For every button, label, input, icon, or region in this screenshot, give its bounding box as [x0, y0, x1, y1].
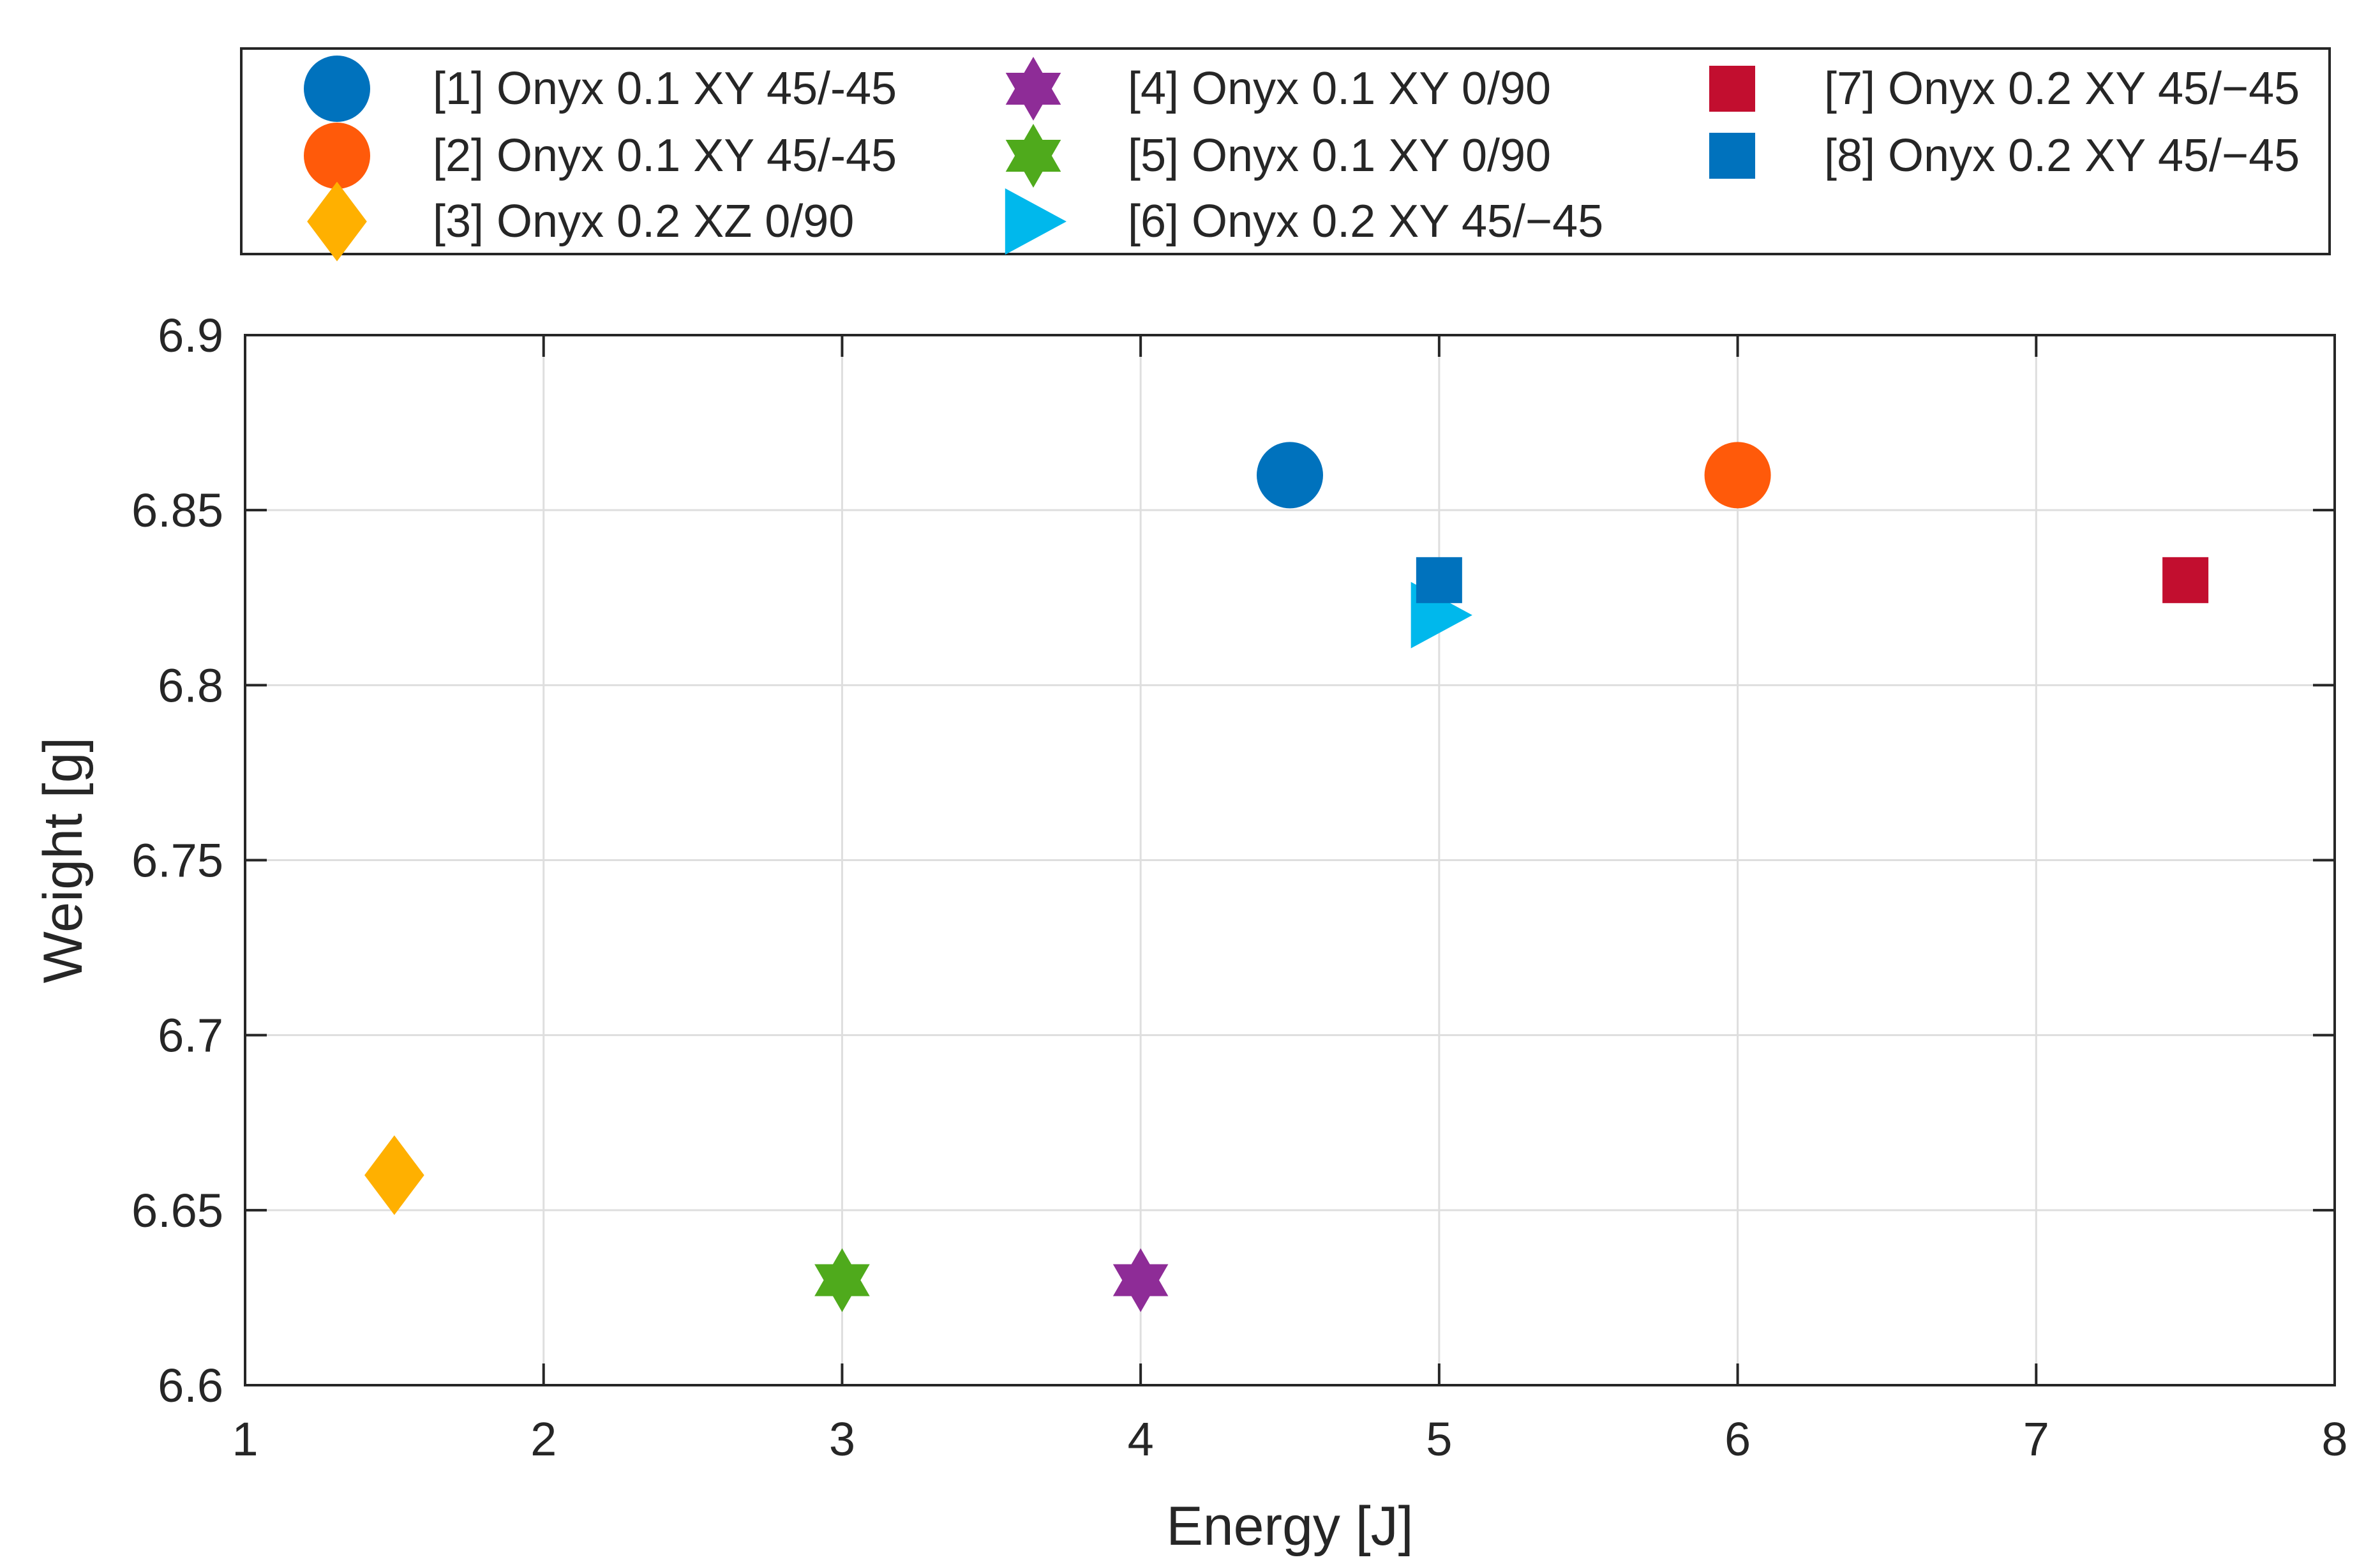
x-tick-label: 4: [1128, 1413, 1154, 1466]
x-tick-label: 3: [829, 1413, 855, 1466]
legend-marker-series-2: [304, 123, 370, 189]
legend-marker-series-1: [304, 56, 370, 122]
y-tick-label: 6.75: [131, 834, 223, 887]
legend-marker-series-7: [1709, 66, 1755, 112]
data-point-series-7: [2162, 557, 2209, 603]
y-tick-label: 6.7: [158, 1009, 223, 1062]
legend-marker-series-8: [1709, 133, 1755, 179]
data-point-series-4: [1112, 1248, 1169, 1312]
data-point-series-2: [1704, 442, 1771, 509]
y-tick-label: 6.6: [158, 1359, 223, 1412]
plot-area-border: [244, 334, 2336, 1386]
x-tick-label: 8: [2321, 1413, 2347, 1466]
legend-label-series-8: [8] Onyx 0.2 XY 45/−45: [1824, 130, 2300, 181]
y-tick-labels: 6.6 6.65 6.7 6.75 6.8 6.85 6.9: [131, 309, 223, 1412]
data-point-series-5: [814, 1248, 870, 1312]
legend-marker-series-4: [1005, 57, 1061, 121]
x-tick-labels: 1 2 3 4 5 6 7 8: [232, 1413, 2347, 1466]
data-point-series-8: [1416, 557, 1462, 603]
x-tick-label: 5: [1426, 1413, 1452, 1466]
data-markers: [364, 442, 2209, 1312]
data-point-series-1: [1257, 442, 1323, 509]
x-tick-label: 6: [1725, 1413, 1751, 1466]
legend-label-series-6: [6] Onyx 0.2 XY 45/−45: [1128, 196, 1603, 247]
legend-marker-series-3: [307, 181, 367, 262]
legend: [1] Onyx 0.1 XY 45/-45 [2] Onyx 0.1 XY 45…: [240, 47, 2331, 262]
y-tick-label: 6.85: [131, 484, 223, 537]
legend-label-series-3: [3] Onyx 0.2 XZ 0/90: [433, 196, 854, 247]
legend-label-series-7: [7] Onyx 0.2 XY 45/−45: [1824, 63, 2300, 114]
legend-label-series-5: [5] Onyx 0.1 XY 0/90: [1128, 130, 1551, 181]
legend-marker-series-5: [1005, 124, 1061, 188]
legend-label-series-1: [1] Onyx 0.1 XY 45/-45: [433, 63, 897, 114]
legend-box: [240, 47, 2331, 255]
legend-items: [1] Onyx 0.1 XY 45/-45 [2] Onyx 0.1 XY 45…: [304, 56, 2300, 262]
y-tick-label: 6.9: [158, 309, 223, 362]
data-point-series-3: [364, 1135, 424, 1215]
x-tick-label: 2: [530, 1413, 557, 1466]
x-tick-label: 7: [2023, 1413, 2049, 1466]
legend-marker-series-6: [1005, 188, 1067, 255]
y-tick-label: 6.65: [131, 1184, 223, 1237]
x-axis-label: Energy [J]: [1166, 1496, 1413, 1557]
x-tick-label: 1: [232, 1413, 258, 1466]
legend-label-series-4: [4] Onyx 0.1 XY 0/90: [1128, 63, 1551, 114]
legend-label-series-2: [2] Onyx 0.1 XY 45/-45: [433, 130, 897, 181]
y-axis-label: Weight [g]: [33, 737, 94, 984]
y-tick-label: 6.8: [158, 659, 223, 712]
